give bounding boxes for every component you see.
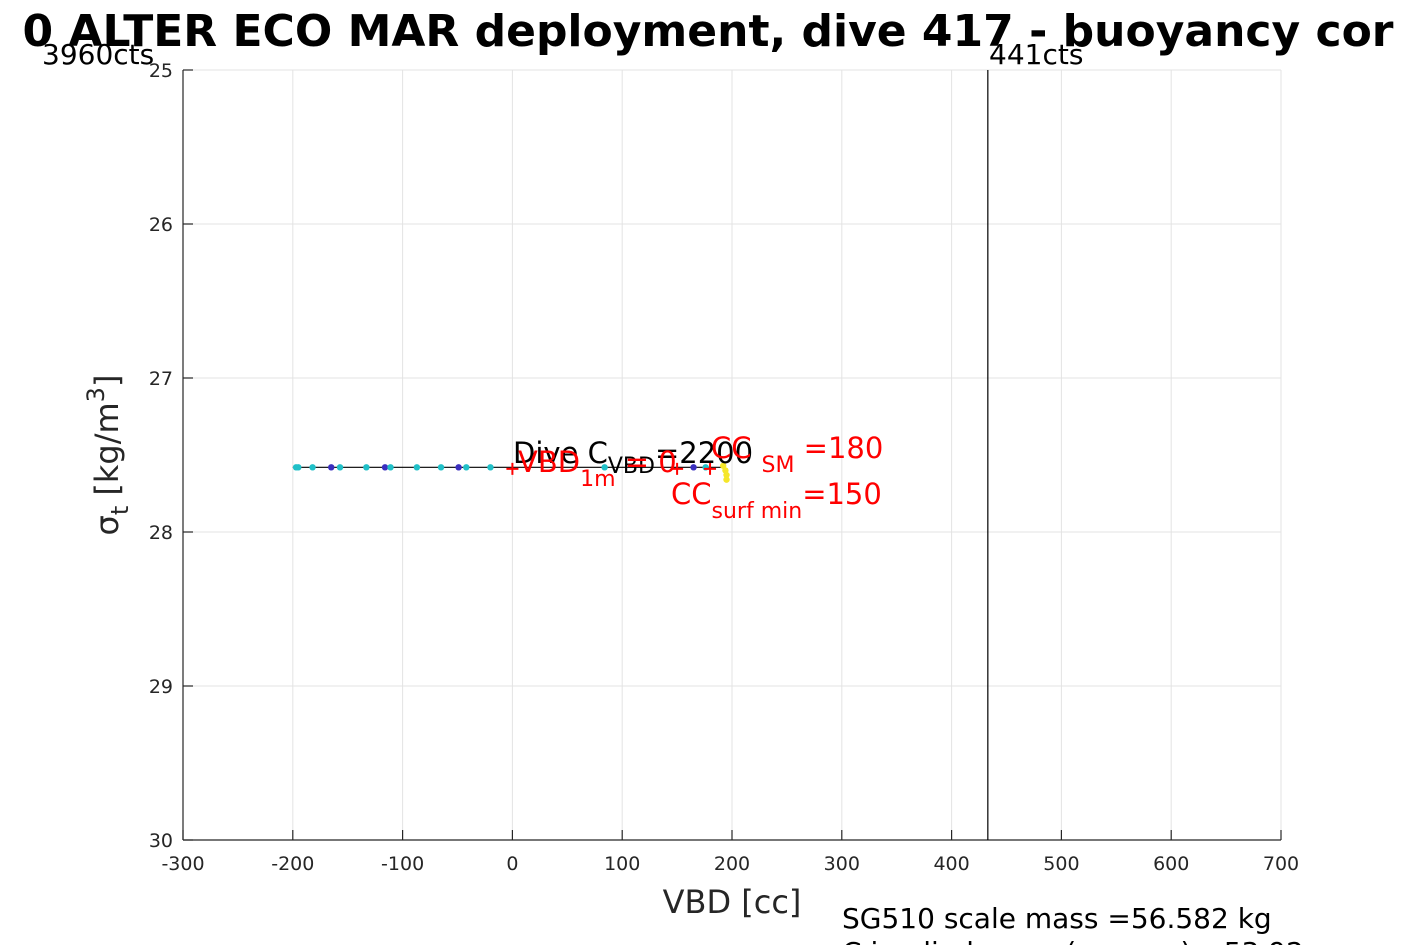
y-tick-label: 26 [149,214,173,236]
data-point [723,476,730,483]
data-point [463,464,470,471]
top-right-annotation: 441cts [989,38,1083,71]
y-axis-label: σt [kg/m3] [82,375,134,536]
cc-surf-value: =150 [802,477,882,511]
dive-c-annotation: Dive CVBD=2200 [513,436,753,479]
data-series [292,70,989,840]
data-point [387,464,394,471]
data-point [437,464,445,471]
y-axis-label-main: σ [88,515,126,535]
data-point [723,471,730,479]
vbd-1m-value: = 0 [616,445,677,479]
x-tick-label: 0 [506,853,518,875]
svg-text:σt [kg/m3]: σt [kg/m3] [82,375,134,536]
data-point [690,464,697,471]
x-tick-label: 200 [714,853,750,875]
data-point [328,464,335,471]
x-tick-label: 100 [604,853,640,875]
chart-title: 0 ALTER ECO MAR deployment, dive 417 - b… [22,6,1393,57]
data-point [295,464,302,471]
x-tick-label: 400 [933,853,969,875]
y-tick-label: 27 [149,368,173,390]
x-tick-label: 700 [1263,853,1299,875]
dive-c-main: Dive C [513,436,608,470]
data-point [487,464,494,471]
y-axis-label-sub: t [106,506,134,515]
x-tick-label: -200 [271,853,314,875]
axes [182,69,1282,841]
dive-c-value: =2200 [655,436,753,470]
x-tick-label: 300 [824,853,860,875]
vbd-1m-sub: 1m [580,467,615,492]
cc-sm-main: CC [711,431,752,465]
cc-surf-main: CC [671,477,712,511]
data-point [336,464,344,471]
y-tick-label: 25 [149,60,173,82]
vbd-1m-annotation: VBD1m = 0 [518,445,677,492]
tick-labels: -300 -200 -100 0 100 200 300 400 500 600 700 25 26 27… [149,60,1299,875]
y-tick-label: 28 [149,522,173,544]
red-plus-marker [671,462,684,475]
scale-mass-text: SG510 scale mass =56.582 kg [842,902,1272,935]
grid [182,69,1282,841]
x-tick-label: -100 [381,853,424,875]
y-tick-label: 29 [149,676,173,698]
dive-c-sub: VBD [608,454,655,479]
x-tick-label: 600 [1153,853,1189,875]
top-left-annotation: 3960cts [42,38,154,71]
x-tick-label: 500 [1043,853,1079,875]
data-point [309,464,316,471]
vbd-1m-main: VBD [518,445,580,479]
x-axis-label: VBD [cc] [663,883,802,921]
data-point [601,464,608,471]
cc-surf-annotation: CCsurf min=150 [671,477,882,524]
implied-mass-text: C implied mass (apogee) =53.92 [842,936,1304,945]
y-axis-label-sup: 3 [82,387,110,402]
x-tick-label: -300 [161,853,204,875]
red-plus-marker [704,462,717,475]
cc-surf-sub: surf min [712,499,803,524]
red-plus-marker [506,462,519,475]
data-point [363,464,370,471]
data-point [455,464,462,471]
cc-sm-sub: SM [762,453,795,478]
cc-sm-annotation: CC SM =180 [711,431,883,478]
y-tick-label: 30 [149,830,173,852]
data-point [413,464,421,471]
data-point [381,464,389,471]
y-axis-label-close: ] [88,375,126,387]
cc-sm-value: =180 [794,431,883,465]
y-axis-label-unit: [kg/m [88,402,126,505]
